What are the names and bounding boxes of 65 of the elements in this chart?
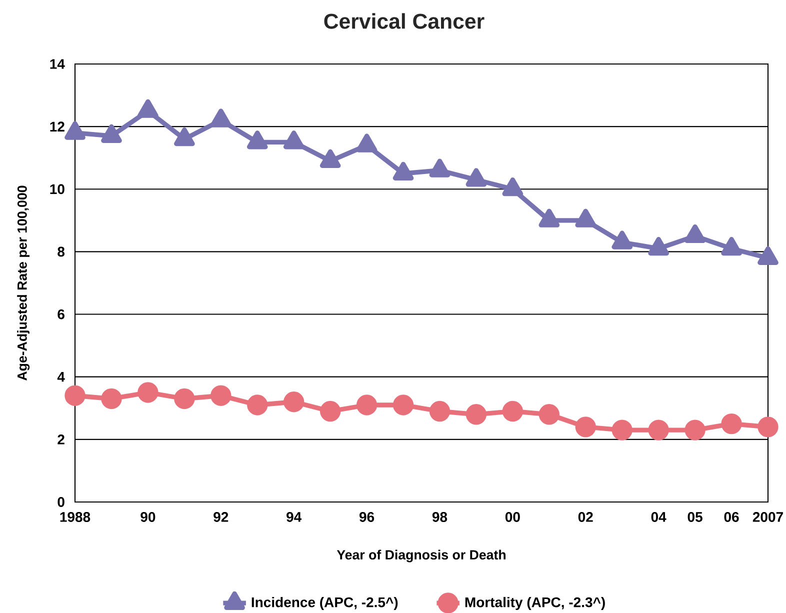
point <box>174 127 195 146</box>
point <box>392 394 414 416</box>
legend-label: Incidence (APC, -2.5^) <box>252 596 398 610</box>
y-tick-label: 6 <box>58 309 64 320</box>
y-tick-label: 10 <box>50 184 64 194</box>
x-tick-label: 02 <box>578 512 593 522</box>
point <box>721 413 742 434</box>
point <box>575 416 596 438</box>
point <box>246 130 268 150</box>
x-tick-label: 06 <box>724 512 739 522</box>
point <box>721 236 742 256</box>
x-tick-label: 2007 <box>752 512 783 522</box>
legend-label: Mortality (APC, -2.3^) <box>465 596 605 610</box>
point <box>138 382 158 403</box>
point <box>684 224 706 244</box>
point <box>320 400 341 422</box>
x-tick-label: 98 <box>432 512 448 522</box>
point <box>538 404 560 425</box>
x-tick-label: 05 <box>688 512 702 522</box>
x-tick-label: 00 <box>505 512 520 522</box>
y-tick-label: 12 <box>50 122 64 132</box>
point <box>356 134 378 152</box>
point <box>466 404 487 425</box>
point <box>502 400 524 422</box>
point <box>174 388 195 410</box>
point <box>101 388 122 410</box>
point <box>392 162 414 180</box>
y-tick-label: 4 <box>57 372 65 382</box>
x-tick-label: 90 <box>140 512 156 522</box>
point <box>356 394 378 416</box>
point <box>575 208 596 228</box>
point <box>612 420 632 440</box>
y-tick-label: 14 <box>50 59 65 69</box>
point <box>429 158 450 178</box>
x-tick-label: 1988 <box>60 512 90 522</box>
x-tick-label: 94 <box>286 512 302 522</box>
point <box>283 130 304 150</box>
point <box>320 149 341 168</box>
point <box>684 420 706 440</box>
y-tick-label: 0 <box>58 497 64 507</box>
point <box>648 420 669 440</box>
point <box>429 400 450 422</box>
x-tick-label: 96 <box>359 512 374 522</box>
y-tick-label: 2 <box>58 434 64 444</box>
point <box>210 108 232 128</box>
point <box>210 385 232 406</box>
point <box>612 230 633 250</box>
y-axis-title: Age-Adjusted Rate per 100,000 <box>17 186 30 380</box>
point <box>64 385 86 406</box>
point <box>502 177 524 196</box>
point <box>64 121 86 140</box>
point <box>758 246 778 265</box>
x-tick-label: 04 <box>651 512 666 522</box>
point <box>648 236 669 256</box>
point <box>758 416 778 438</box>
point <box>284 392 304 412</box>
x-axis-title: Year of Diagnosis or Death <box>336 550 506 562</box>
point <box>138 99 158 118</box>
point <box>247 394 268 416</box>
chart-title: Cervical Cancer <box>324 13 484 29</box>
point <box>101 124 122 143</box>
point <box>466 168 487 187</box>
point <box>538 208 560 228</box>
x-tick-label: 92 <box>214 512 228 522</box>
y-tick-label: 8 <box>58 246 65 257</box>
